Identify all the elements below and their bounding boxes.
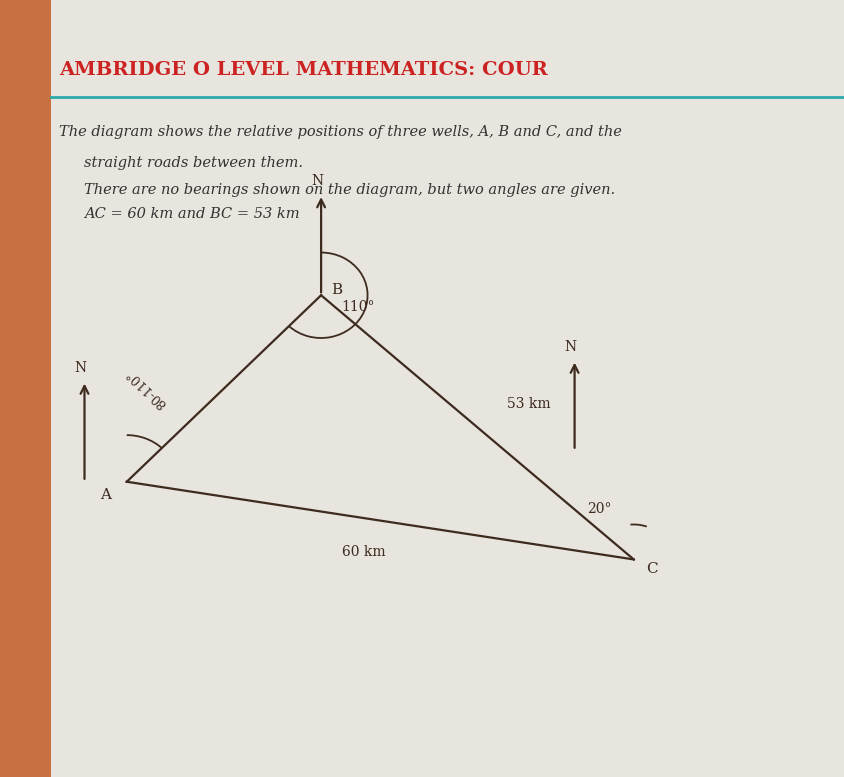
Text: There are no bearings shown on the diagram, but two angles are given.: There are no bearings shown on the diagr…	[84, 183, 615, 197]
Text: N: N	[311, 174, 322, 188]
Text: 80-110°: 80-110°	[124, 366, 169, 410]
Text: straight roads between them.: straight roads between them.	[84, 156, 303, 170]
Text: 20°: 20°	[587, 502, 611, 516]
Text: C: C	[646, 563, 657, 577]
Bar	[0, 0, 51, 777]
Text: A: A	[100, 488, 111, 502]
Text: AMBRIDGE O LEVEL MATHEMATICS: COUR: AMBRIDGE O LEVEL MATHEMATICS: COUR	[59, 61, 547, 79]
Text: 110°: 110°	[341, 300, 375, 314]
Text: AC = 60 km and BC = 53 km: AC = 60 km and BC = 53 km	[84, 207, 300, 221]
Text: The diagram shows the relative positions of three wells, A, B and C, and the: The diagram shows the relative positions…	[59, 125, 621, 139]
Text: N: N	[564, 340, 576, 354]
Text: 53 km: 53 km	[506, 397, 550, 411]
Text: B: B	[331, 283, 342, 297]
Text: 60 km: 60 km	[341, 545, 385, 559]
Text: N: N	[74, 361, 86, 375]
